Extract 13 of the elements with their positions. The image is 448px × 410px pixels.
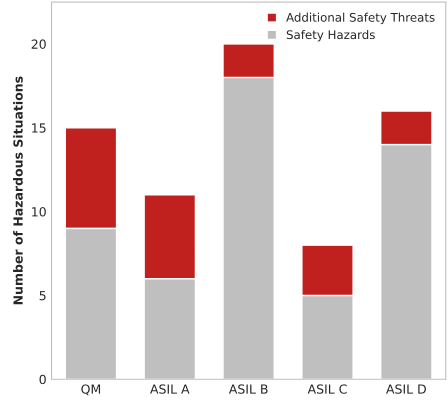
x-tick-label: ASIL A <box>150 384 190 394</box>
x-tick-label: ASIL C <box>308 384 347 394</box>
y-axis-title: Number of Hazardous Situations <box>13 76 23 304</box>
y-tick-label: 15 <box>32 123 46 133</box>
x-tick-label: ASIL B <box>228 384 268 394</box>
x-tick-label: QM <box>81 384 100 396</box>
legend-label: Safety Hazards <box>286 30 375 42</box>
x-tick-label: ASIL D <box>386 384 426 394</box>
legend-label: Additional Safety Threats <box>286 12 435 24</box>
y-tick-label: 20 <box>32 39 46 49</box>
y-tick-label: 10 <box>32 207 46 217</box>
y-tick-label: 5 <box>40 291 46 300</box>
y-tick-label: 0 <box>40 374 46 384</box>
